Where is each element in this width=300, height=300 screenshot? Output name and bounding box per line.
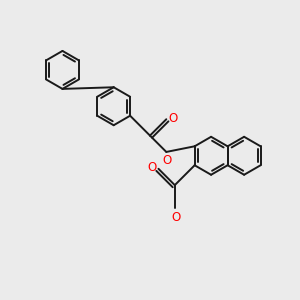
Text: O: O [148,161,157,175]
Text: O: O [168,112,177,125]
Text: O: O [163,154,172,167]
Text: O: O [171,211,180,224]
